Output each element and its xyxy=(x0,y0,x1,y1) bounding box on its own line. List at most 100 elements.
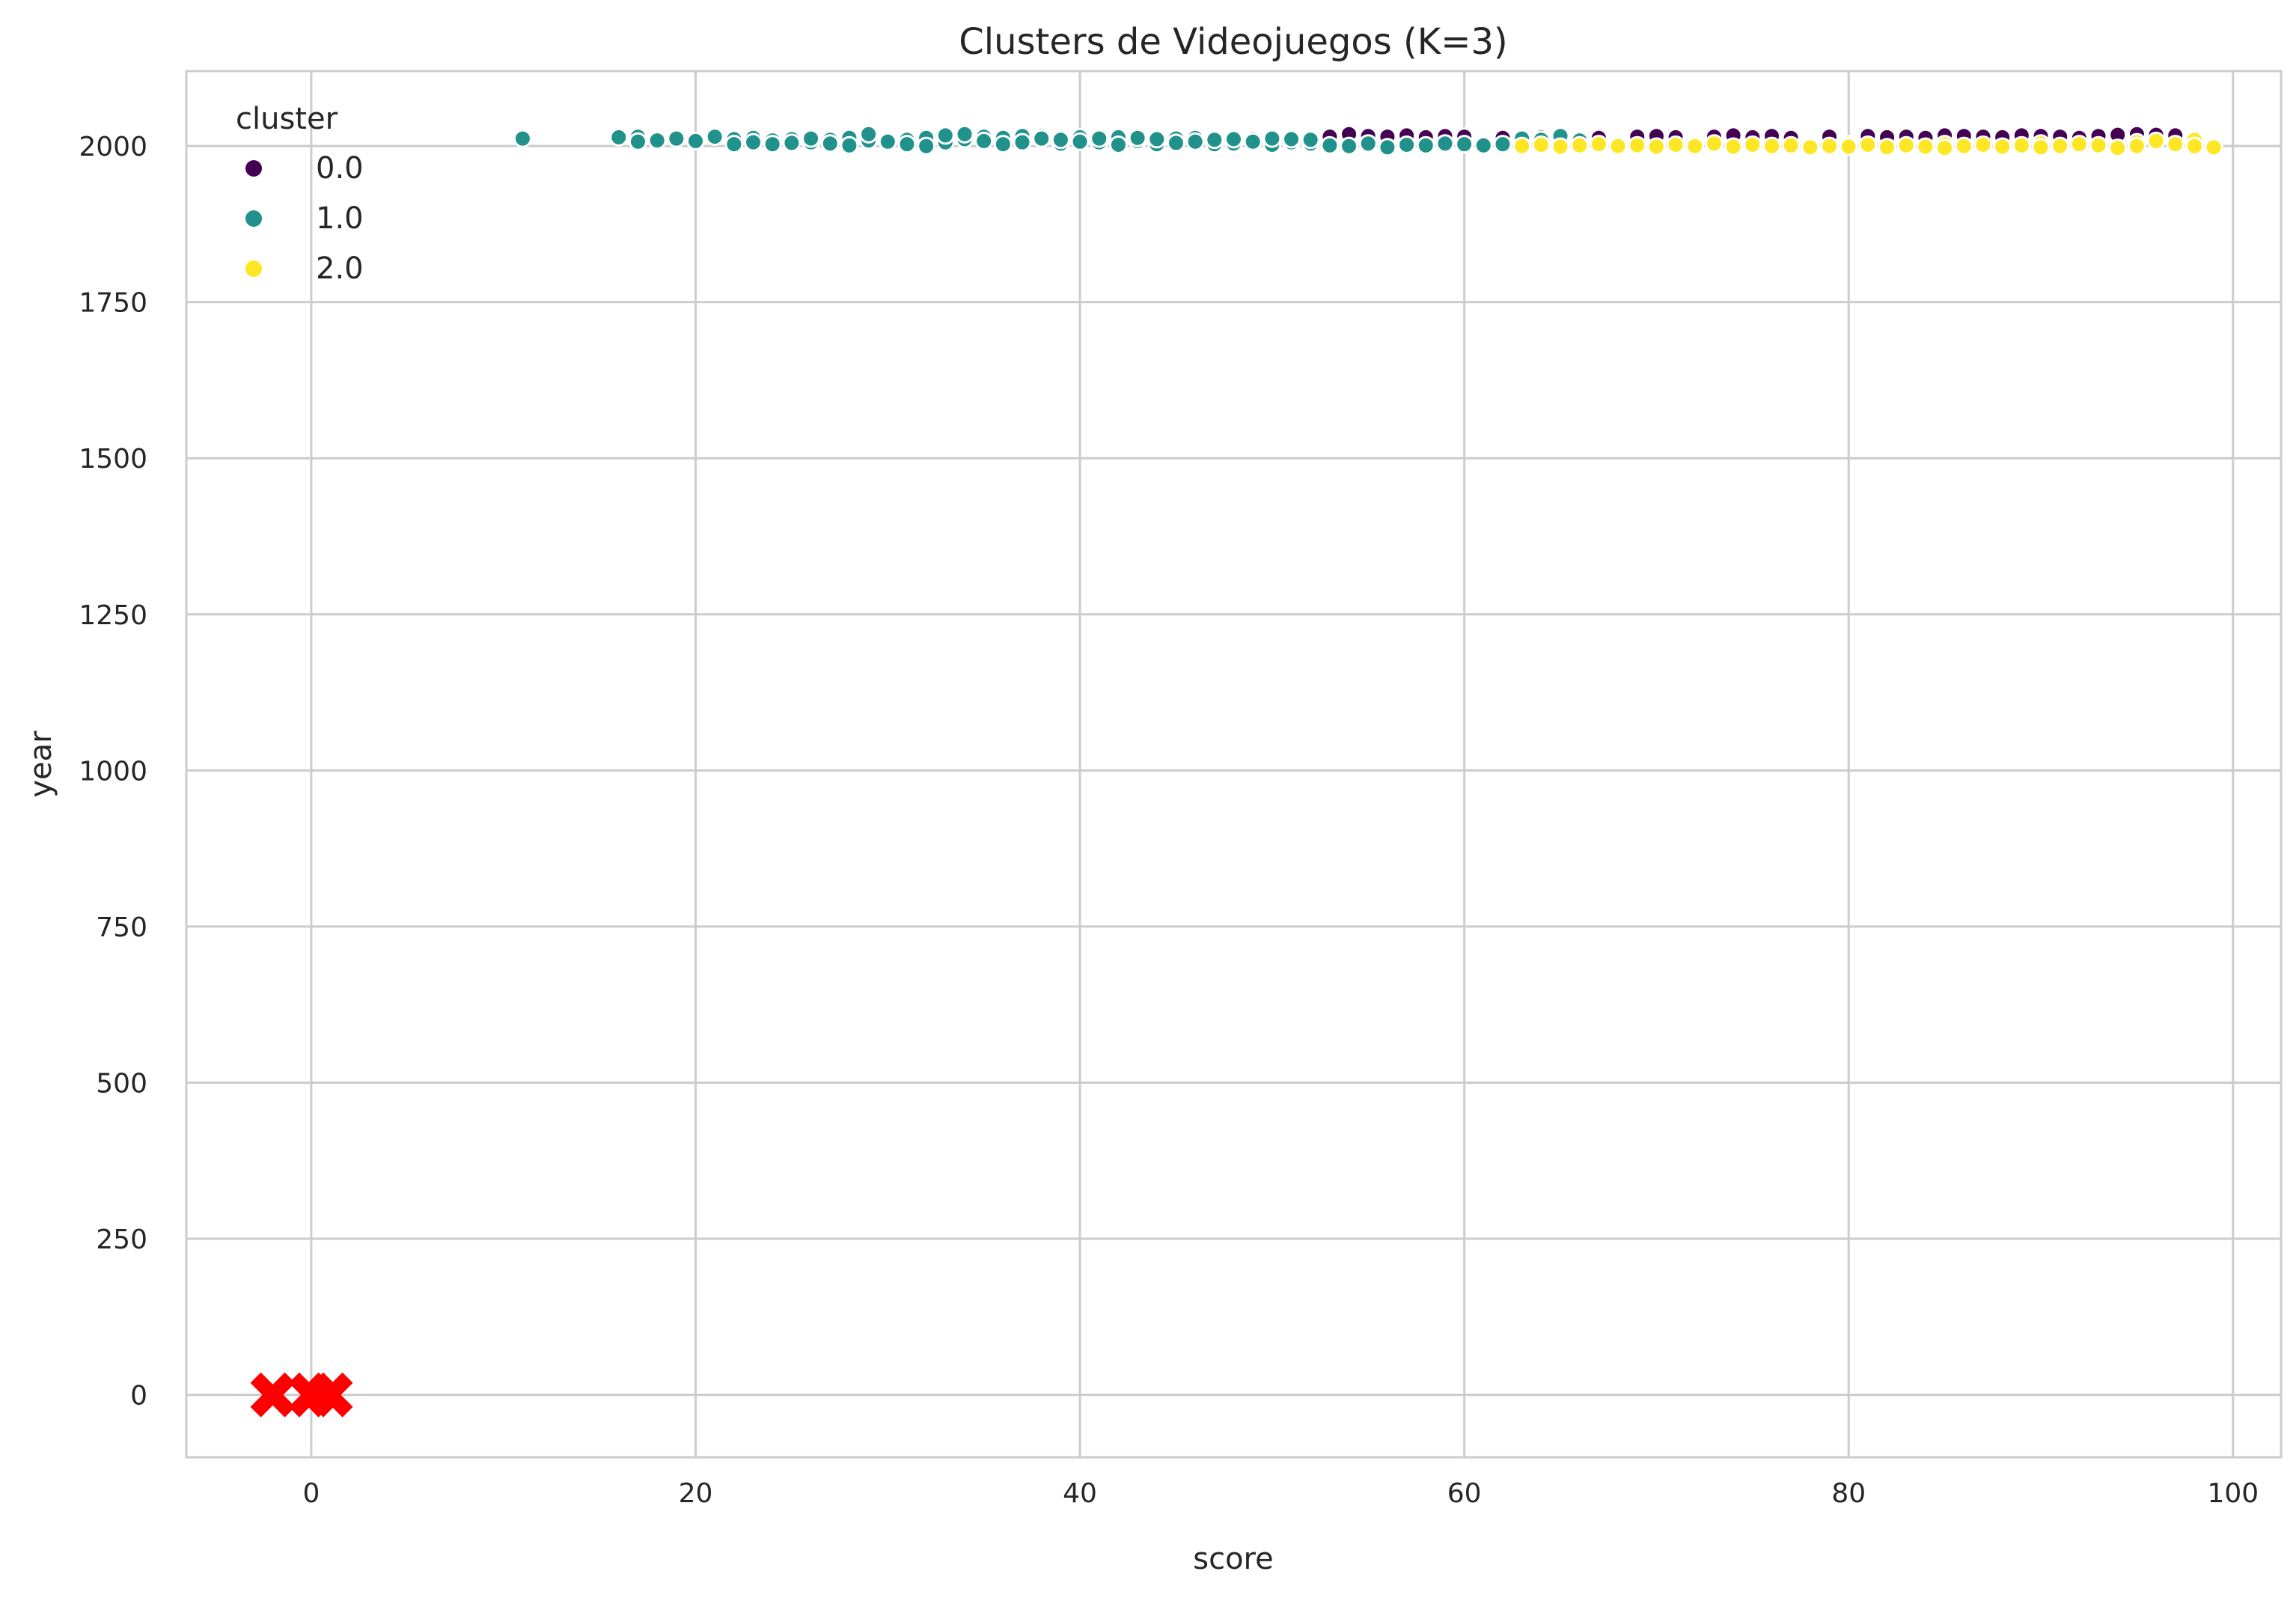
data-point-cluster-2 xyxy=(1646,137,1666,156)
data-point-cluster-2 xyxy=(2069,135,2089,154)
data-point-cluster-1 xyxy=(1032,129,1051,148)
legend-label-0: 0.0 xyxy=(316,151,364,186)
data-point-cluster-1 xyxy=(1282,129,1301,149)
y-tick-label: 250 xyxy=(96,1225,147,1255)
data-point-cluster-1 xyxy=(1263,129,1282,148)
data-point-cluster-1 xyxy=(1474,135,1493,155)
legend-marker-2 xyxy=(245,260,262,277)
data-point-cluster-1 xyxy=(1147,129,1167,149)
data-point-cluster-1 xyxy=(705,127,724,147)
data-point-cluster-1 xyxy=(917,136,936,156)
data-point-cluster-2 xyxy=(1551,137,1570,156)
data-point-cluster-2 xyxy=(1954,136,1973,156)
data-point-cluster-2 xyxy=(1820,136,1839,156)
data-point-cluster-2 xyxy=(1916,137,1935,156)
plot-frame xyxy=(185,70,2283,1459)
data-point-cluster-1 xyxy=(647,131,667,150)
data-point-cluster-1 xyxy=(1205,130,1224,150)
data-point-cluster-1 xyxy=(878,132,897,151)
data-point-cluster-2 xyxy=(1896,135,1916,155)
plot-area xyxy=(186,71,2281,1457)
x-tick-label: 20 xyxy=(679,1478,713,1509)
data-point-cluster-1 xyxy=(1340,136,1359,156)
data-point-cluster-2 xyxy=(2127,136,2146,156)
data-point-cluster-1 xyxy=(1051,130,1070,150)
data-point-cluster-1 xyxy=(840,135,859,155)
data-point-cluster-1 xyxy=(1166,133,1185,153)
y-tick-label: 2000 xyxy=(79,132,147,162)
x-tick-label: 80 xyxy=(1831,1478,1866,1509)
centroid-marker xyxy=(250,1372,296,1418)
data-point-cluster-1 xyxy=(935,126,955,145)
tick-labels: 0 20 40 60 80 1000250500750100012501500175020… xyxy=(79,132,2259,1509)
legend-title: cluster xyxy=(236,102,338,136)
data-point-cluster-1 xyxy=(1378,138,1397,157)
data-point-cluster-1 xyxy=(1070,132,1090,151)
y-tick-label: 500 xyxy=(96,1068,147,1099)
data-point-cluster-1 xyxy=(1397,135,1417,154)
data-point-cluster-1 xyxy=(744,132,763,152)
data-point-cluster-2 xyxy=(1781,135,1801,155)
data-point-cluster-1 xyxy=(1493,135,1512,154)
data-point-cluster-1 xyxy=(1108,135,1128,154)
y-tick-label: 1750 xyxy=(79,288,147,319)
data-point-cluster-1 xyxy=(955,124,974,144)
data-point-cluster-2 xyxy=(1839,137,1858,156)
data-point-cluster-2 xyxy=(1704,134,1723,153)
x-axis-label: score xyxy=(1193,1542,1273,1576)
data-point-cluster-1 xyxy=(628,132,647,151)
data-point-cluster-2 xyxy=(2089,135,2108,155)
legend-label-1: 1.0 xyxy=(316,201,364,236)
data-point-cluster-2 xyxy=(1589,135,1608,154)
data-point-cluster-2 xyxy=(1685,136,1705,156)
data-point-cluster-1 xyxy=(782,133,802,153)
data-point-cluster-1 xyxy=(897,135,917,154)
data-point-cluster-2 xyxy=(1743,135,1762,154)
chart-title: Clusters de Videojuegos (K=3) xyxy=(959,21,1507,63)
x-tick-label: 100 xyxy=(2207,1478,2259,1509)
data-point-cluster-2 xyxy=(1858,135,1878,154)
data-point-cluster-2 xyxy=(1801,138,1820,157)
data-point-cluster-1 xyxy=(724,135,744,154)
data-point-cluster-1 xyxy=(513,129,532,148)
legend-marker-1 xyxy=(245,210,262,227)
data-point-cluster-1 xyxy=(974,131,994,150)
data-point-cluster-2 xyxy=(1935,138,1955,158)
data-point-cluster-1 xyxy=(802,129,821,148)
data-point-cluster-1 xyxy=(820,134,840,153)
data-point-cluster-2 xyxy=(1973,135,1993,154)
data-point-cluster-1 xyxy=(1185,132,1205,151)
y-axis-label: year xyxy=(24,731,58,798)
data-point-cluster-1 xyxy=(859,124,879,144)
data-point-cluster-2 xyxy=(2146,131,2166,150)
data-point-cluster-2 xyxy=(2108,138,2128,158)
data-point-cluster-2 xyxy=(1531,135,1551,154)
data-point-cluster-2 xyxy=(1628,135,1647,155)
data-point-cluster-1 xyxy=(763,135,782,154)
data-point-cluster-1 xyxy=(1128,128,1147,147)
data-point-cluster-2 xyxy=(2031,138,2051,157)
data-point-cluster-1 xyxy=(1090,129,1109,148)
data-point-cluster-2 xyxy=(1570,135,1590,155)
data-point-cluster-2 xyxy=(1723,137,1743,156)
y-tick-label: 1500 xyxy=(79,444,147,475)
centroid-marker xyxy=(308,1372,353,1418)
x-tick-label: 60 xyxy=(1447,1478,1482,1509)
legend-marker-0 xyxy=(245,160,262,177)
data-point-cluster-2 xyxy=(2184,136,2204,156)
data-point-cluster-2 xyxy=(1666,135,1685,154)
data-point-cluster-2 xyxy=(1993,137,2012,156)
legend: cluster 0.0 1.0 2.0 xyxy=(236,102,364,286)
data-point-cluster-1 xyxy=(1013,132,1032,152)
x-tick-label: 0 xyxy=(302,1478,320,1509)
data-point-cluster-1 xyxy=(1243,132,1263,151)
data-point-cluster-1 xyxy=(1435,134,1455,153)
y-tick-label: 1250 xyxy=(79,600,147,631)
data-point-cluster-1 xyxy=(1224,129,1243,149)
data-point-cluster-1 xyxy=(667,129,686,148)
y-tick-label: 750 xyxy=(96,912,147,943)
data-point-cluster-2 xyxy=(1512,136,1532,156)
data-point-cluster-1 xyxy=(686,131,705,150)
data-point-cluster-1 xyxy=(1455,135,1474,154)
